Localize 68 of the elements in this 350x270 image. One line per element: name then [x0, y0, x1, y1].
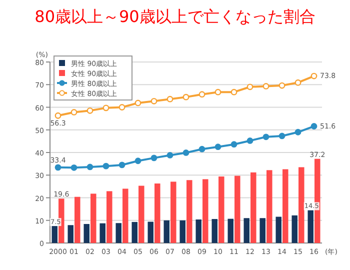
bar: [100, 223, 106, 243]
bar: [180, 220, 186, 243]
bar: [308, 210, 314, 243]
point: [246, 138, 254, 144]
point: [310, 72, 318, 80]
bar: [212, 219, 218, 243]
point: [86, 107, 94, 114]
bar: [90, 194, 96, 243]
bar: [116, 223, 122, 243]
bar: [170, 182, 176, 243]
point: [70, 109, 78, 116]
point: [118, 104, 126, 110]
point: [230, 88, 238, 96]
point: [102, 104, 110, 112]
point: [214, 88, 222, 96]
bar: [234, 176, 240, 243]
bar: [276, 216, 282, 243]
point: [70, 164, 78, 171]
bar: [58, 198, 64, 243]
point: [134, 100, 142, 106]
bar: [244, 218, 250, 243]
bar: [260, 218, 266, 243]
bar: [266, 170, 272, 243]
bar: [164, 220, 170, 243]
point: [134, 158, 142, 164]
bar: [282, 169, 288, 243]
point: [262, 134, 270, 140]
point: [230, 141, 238, 148]
point: [166, 152, 174, 158]
bar: [250, 172, 256, 243]
point: [86, 164, 94, 170]
point: [214, 144, 222, 150]
point: [246, 84, 254, 90]
point: [198, 91, 206, 98]
chart-title: 80歳以上～90歳以上で亡くなった割合: [34, 7, 316, 26]
point: [118, 162, 126, 168]
point: [166, 96, 174, 102]
bar: [154, 183, 160, 243]
point: [150, 98, 158, 104]
point: [182, 150, 190, 156]
bar: [218, 176, 224, 243]
point: [102, 162, 110, 170]
bar: [228, 218, 234, 243]
bar: [122, 188, 128, 243]
point: [310, 123, 318, 130]
point: [198, 146, 206, 152]
point: [278, 82, 286, 89]
bar: [106, 191, 112, 243]
point: [54, 164, 62, 171]
bar: [292, 215, 298, 243]
bar: [186, 180, 192, 243]
point: [182, 94, 190, 100]
bar: [132, 222, 138, 243]
bar: [196, 219, 202, 243]
point: [262, 83, 270, 90]
point: [294, 128, 302, 136]
point: [150, 154, 158, 162]
point: [54, 112, 62, 119]
bar: [138, 186, 144, 243]
bar: [52, 226, 58, 243]
point: [294, 79, 302, 86]
bar: [74, 196, 80, 243]
bar: [298, 167, 304, 243]
bar: [84, 224, 90, 243]
point: [278, 132, 286, 140]
bar: [202, 179, 208, 243]
bar: [148, 222, 154, 243]
bar: [68, 225, 74, 243]
